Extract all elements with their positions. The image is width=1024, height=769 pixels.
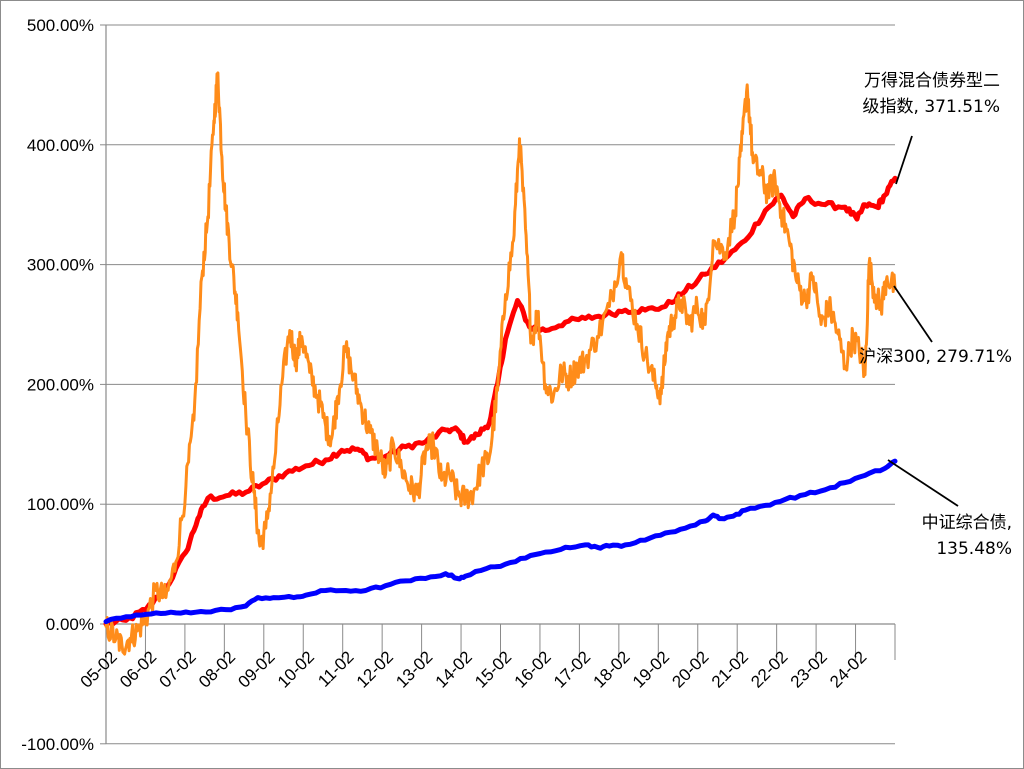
annotation-composite-bond-line: 中证综合债, xyxy=(922,513,1012,533)
series-line-bond-mixed-index xyxy=(103,175,898,627)
x-tick-label: 19-02 xyxy=(629,647,673,691)
x-tick-label: 15-02 xyxy=(471,647,515,691)
x-tick-label: 09-02 xyxy=(234,647,278,691)
annotation-csi300-line: 沪深300, 279.71% xyxy=(859,347,1012,367)
y-tick-label: -100.00% xyxy=(21,735,94,754)
y-tick-label: 500.00% xyxy=(27,16,94,35)
annotation-leader-line xyxy=(887,459,959,507)
x-tick-label: 13-02 xyxy=(392,647,436,691)
y-tick-label: 400.00% xyxy=(27,136,94,155)
x-tick-label: 21-02 xyxy=(708,647,752,691)
y-tick-label: 0.00% xyxy=(46,615,94,634)
annotation-leader-line xyxy=(895,135,913,185)
y-tick-label: 300.00% xyxy=(27,256,94,275)
x-tick-label: 17-02 xyxy=(550,647,594,691)
annotation-bond-mixed-index-line: 万得混合债券型二 xyxy=(864,71,1000,91)
x-tick-label: 24-02 xyxy=(826,647,870,691)
x-tick-label: 23-02 xyxy=(787,647,831,691)
annotation-composite-bond-line: 135.48% xyxy=(936,539,1012,559)
series-line-composite-bond xyxy=(103,458,898,625)
x-tick-label: 22-02 xyxy=(747,647,791,691)
x-tick-label: 20-02 xyxy=(668,647,712,691)
y-tick-label: 200.00% xyxy=(27,375,94,394)
annotation-bond-mixed-index-line: 级指数, 371.51% xyxy=(863,97,1000,117)
series-line-csi300 xyxy=(104,71,897,656)
x-tick-label: 05-02 xyxy=(77,647,121,691)
x-tick-label: 10-02 xyxy=(274,647,318,691)
x-tick-label: 07-02 xyxy=(156,647,200,691)
x-tick-label: 18-02 xyxy=(589,647,633,691)
x-tick-label: 11-02 xyxy=(314,647,357,690)
x-tick-label: 08-02 xyxy=(195,647,239,691)
annotation-leader-line xyxy=(893,285,933,343)
y-tick-label: 100.00% xyxy=(27,495,94,514)
x-tick-label: 16-02 xyxy=(511,647,555,691)
x-tick-label: 12-02 xyxy=(353,647,397,691)
x-tick-label: 14-02 xyxy=(432,647,476,691)
